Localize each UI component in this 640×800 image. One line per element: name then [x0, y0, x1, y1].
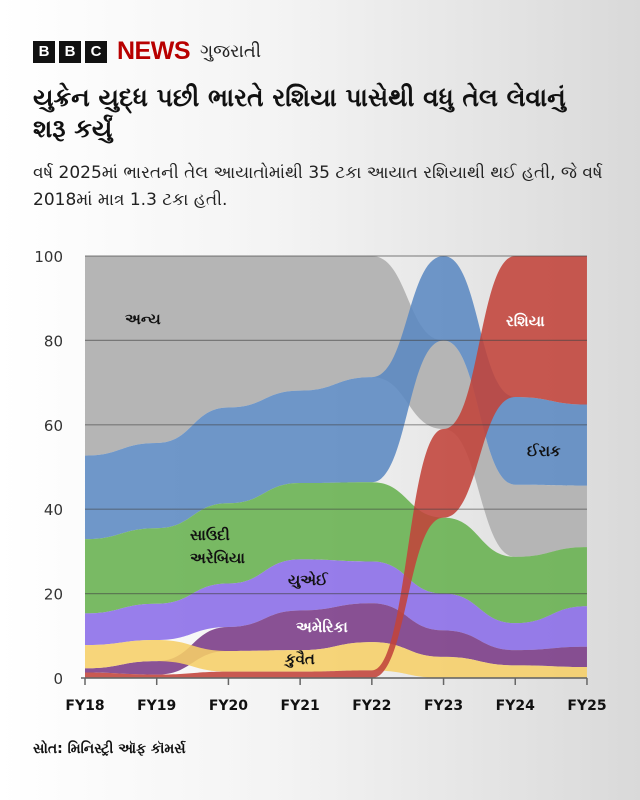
y-tick-label: 100	[34, 248, 63, 266]
y-tick-label: 0	[53, 670, 63, 688]
x-tick-label: FY24	[496, 698, 535, 714]
x-tick-label: FY21	[281, 698, 320, 714]
x-tick-label: FY25	[567, 698, 606, 714]
series-label-uae: યુએઈ	[288, 570, 329, 589]
series-label-usa: અમેરિકા	[296, 617, 348, 636]
series-label-kuwait: કુવૈત	[283, 649, 315, 668]
oil-import-chart: 0 20 40 60 80 100 FY18 FY19 FY20 FY21 FY22 FY23 FY24…	[34, 248, 606, 714]
series-band-uae	[85, 559, 587, 651]
series-label-saudi: સાઉદી	[190, 526, 230, 544]
series-label-iraq: ઈરાક	[527, 442, 561, 460]
series-band-usa	[85, 603, 587, 675]
x-tick-label: FY19	[137, 698, 176, 714]
series-band-saudi	[85, 482, 587, 624]
subtitle: વર્ષ 2025માં ભારતની તેલ આયાતોમાંથી 35 ટક…	[33, 163, 603, 210]
x-tick-label: FY18	[65, 698, 104, 714]
y-tick-label: 20	[44, 586, 63, 604]
logo-letter: B	[59, 40, 81, 63]
bbc-news-logo: B B C NEWS ગુજરાતી	[33, 37, 261, 66]
logo-language: ગુજરાતી	[200, 41, 261, 62]
y-tick-label: 80	[44, 332, 63, 350]
series-band-russia	[85, 256, 587, 678]
series-band-kuwait	[85, 640, 587, 678]
series-label-others: અન્ય	[125, 310, 161, 328]
y-tick-label: 60	[44, 417, 63, 435]
y-tick-label: 40	[44, 501, 63, 519]
logo-news: NEWS	[117, 37, 191, 65]
series-band-others	[85, 256, 587, 557]
series-label-saudi: અરેબિયા	[190, 548, 245, 567]
x-tick-label: FY20	[209, 698, 248, 714]
page-title: યુક્રેન યુદ્ધ પછી ભારતે રશિયા પાસેથી વધુ…	[33, 83, 566, 143]
series-band-iraq	[85, 256, 587, 540]
series-label-russia: રશિયા	[506, 312, 545, 330]
x-tick-label: FY23	[424, 698, 463, 714]
logo-letter: C	[85, 40, 107, 63]
source-note: સોત: મિનિસ્ટ્રી ઑફ કૉમર્સ	[33, 741, 186, 757]
x-tick-label: FY22	[352, 698, 391, 714]
logo-letter: B	[33, 40, 55, 63]
